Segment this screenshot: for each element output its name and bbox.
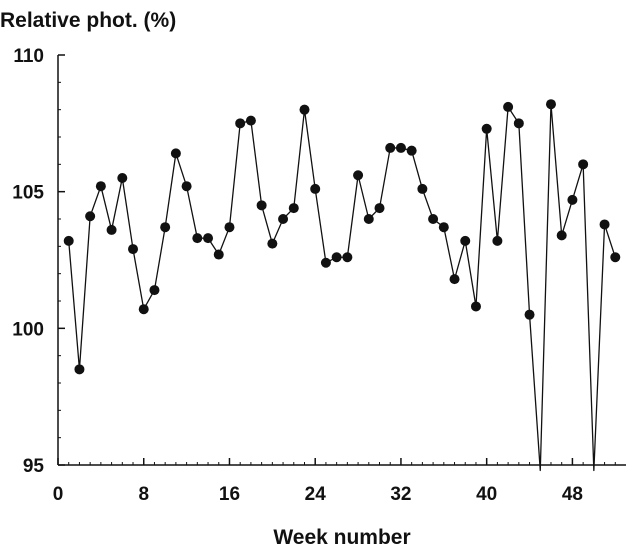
data-point xyxy=(149,285,160,296)
data-point xyxy=(213,249,224,260)
x-axis-title: Week number xyxy=(273,526,410,549)
data-point xyxy=(610,252,621,263)
data-point xyxy=(449,274,460,285)
data-point xyxy=(556,230,567,241)
x-tick-label: 32 xyxy=(390,484,411,505)
data-point xyxy=(470,301,481,312)
data-point xyxy=(245,115,256,126)
data-point xyxy=(278,214,289,224)
data-point xyxy=(417,183,428,194)
data-point xyxy=(192,233,203,244)
data-point xyxy=(342,252,353,263)
data-point xyxy=(160,222,171,233)
data-point xyxy=(74,364,85,375)
data-point xyxy=(235,118,246,129)
data-point xyxy=(578,159,589,170)
data-point xyxy=(310,183,321,194)
y-tick-label: 95 xyxy=(23,456,45,477)
axes xyxy=(57,55,626,466)
data-point xyxy=(503,101,514,112)
data-point xyxy=(320,257,331,268)
y-tick-label: 100 xyxy=(12,319,44,340)
x-tick-label: 0 xyxy=(53,484,64,505)
data-point xyxy=(170,148,181,159)
y-tick-label: 110 xyxy=(13,46,44,67)
series-line xyxy=(68,103,616,472)
tick-labels: 95 100 105 110 0 8 16 24 32 40 48 xyxy=(12,46,583,505)
data-point xyxy=(331,252,342,263)
data-point xyxy=(299,104,310,115)
y-axis-title: Relative phot. (%) xyxy=(0,9,176,32)
data-point xyxy=(545,99,556,110)
data-point xyxy=(599,219,610,230)
data-point xyxy=(353,170,364,181)
data-point xyxy=(567,194,578,205)
tick-marks xyxy=(57,54,616,466)
data-point xyxy=(513,118,524,129)
x-tick-label: 40 xyxy=(476,484,497,505)
data-point xyxy=(288,203,299,214)
data-point xyxy=(117,173,128,183)
x-tick-label: 16 xyxy=(219,484,240,505)
data-point xyxy=(406,145,417,156)
data-point xyxy=(63,235,74,246)
series-group xyxy=(63,99,621,472)
data-point xyxy=(492,235,503,246)
data-point xyxy=(363,214,374,224)
data-point xyxy=(203,233,214,244)
data-point xyxy=(224,222,235,233)
data-point xyxy=(481,123,492,134)
x-tick-label: 8 xyxy=(138,484,149,505)
data-point xyxy=(428,214,439,224)
data-point xyxy=(95,181,106,192)
data-point xyxy=(374,203,385,214)
data-point xyxy=(85,211,96,222)
data-point xyxy=(395,142,406,153)
data-point xyxy=(460,235,471,246)
data-point xyxy=(138,304,149,315)
data-point xyxy=(256,200,267,211)
data-point xyxy=(524,309,535,320)
data-point xyxy=(267,238,278,249)
data-point xyxy=(128,244,139,255)
data-point xyxy=(385,142,396,153)
y-tick-label: 105 xyxy=(12,183,44,204)
data-point xyxy=(438,222,449,233)
data-point xyxy=(181,181,192,192)
x-tick-label: 48 xyxy=(562,484,583,505)
x-tick-label: 24 xyxy=(305,484,327,505)
data-point xyxy=(106,224,117,235)
